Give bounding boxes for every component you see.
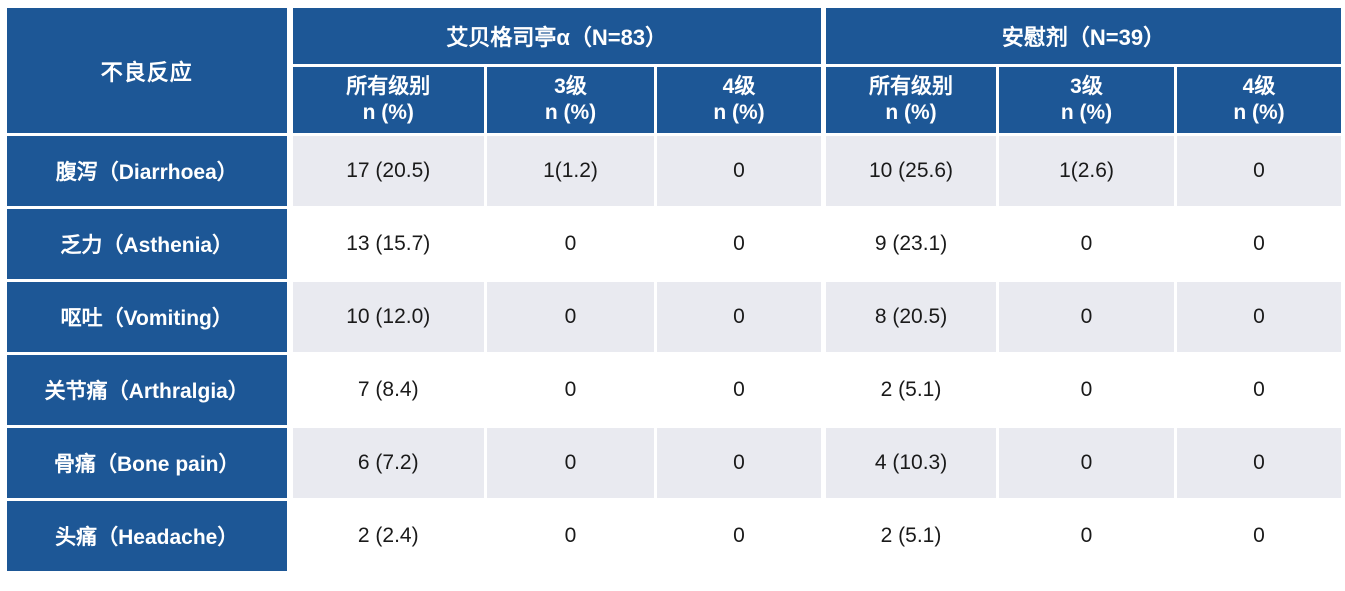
data-cell: 0 [653,206,826,282]
data-cell: 0 [996,352,1178,428]
data-cell: 0 [484,206,657,282]
subheader-line2: n (%) [544,101,597,124]
subheader-line2: n (%) [713,101,765,124]
data-cell: 1(2.6) [996,133,1178,209]
table-row-asthenia: 乏力（Asthenia） 13 (15.7) 0 0 9 (23.1) 0 0 [4,206,1345,282]
data-cell: 0 [1174,352,1345,428]
data-cell: 7 (8.4) [288,352,487,428]
data-cell: 0 [996,498,1178,574]
data-cell: 1(1.2) [484,133,657,209]
table-row-arthralgia: 关节痛（Arthralgia） 7 (8.4) 0 0 2 (5.1) 0 0 [4,352,1345,428]
group-header-treatment: 艾贝格司亭α（N=83） [287,5,826,67]
data-cell: 0 [1174,498,1345,574]
data-cell: 0 [653,352,826,428]
data-cell: 17 (20.5) [288,133,487,209]
data-cell: 0 [484,279,657,355]
data-cell: 0 [1174,425,1345,501]
subheader-grade3-treatment: 3级 n (%) [484,64,657,136]
data-cell: 2 (5.1) [821,352,1000,428]
table-row-bone-pain: 骨痛（Bone pain） 6 (7.2) 0 0 4 (10.3) 0 0 [4,425,1345,501]
subheader-line1: 3级 [1070,74,1103,98]
data-cell: 0 [996,425,1178,501]
subheader-line2: n (%) [362,101,414,124]
corner-header: 不良反应 [4,5,293,136]
data-cell: 0 [1174,133,1345,209]
data-cell: 0 [1174,279,1345,355]
data-cell: 10 (25.6) [821,133,1000,209]
subheader-line1: 所有级别 [346,74,431,98]
data-cell: 13 (15.7) [288,206,487,282]
data-cell: 2 (5.1) [821,498,1000,574]
data-cell: 6 (7.2) [288,425,487,501]
data-cell: 0 [996,206,1178,282]
data-cell: 0 [653,498,826,574]
data-cell: 0 [996,279,1178,355]
data-cell: 0 [484,498,657,574]
data-cell: 0 [484,425,657,501]
table-row-vomiting: 呕吐（Vomiting） 10 (12.0) 0 0 8 (20.5) 0 0 [4,279,1345,355]
adverse-reactions-table: 不良反应 艾贝格司亭α（N=83） 安慰剂（N=39） 所有级别 n (%) 3… [4,5,1345,574]
subheader-all-grades-treatment: 所有级别 n (%) [288,64,487,136]
subheader-line2: n (%) [1060,101,1113,124]
row-label: 呕吐（Vomiting） [4,279,293,355]
data-cell: 0 [653,425,826,501]
data-cell: 10 (12.0) [288,279,487,355]
row-label: 腹泻（Diarrhoea） [4,133,293,209]
row-label: 头痛（Headache） [4,498,293,574]
row-label: 骨痛（Bone pain） [4,425,293,501]
subheader-grade3-placebo: 3级 n (%) [996,64,1178,136]
data-cell: 0 [653,133,826,209]
group-header-placebo: 安慰剂（N=39） [821,5,1345,67]
data-cell: 0 [484,352,657,428]
subheader-grade4-treatment: 4级 n (%) [653,64,826,136]
subheader-grade4-placebo: 4级 n (%) [1174,64,1345,136]
data-cell: 8 (20.5) [821,279,1000,355]
row-label: 关节痛（Arthralgia） [4,352,293,428]
data-cell: 0 [1174,206,1345,282]
subheader-line1: 4级 [722,74,756,98]
subheader-line1: 4级 [1242,74,1276,98]
data-cell: 2 (2.4) [288,498,487,574]
subheader-line1: 所有级别 [869,74,954,98]
subheader-line2: n (%) [885,101,937,124]
data-cell: 9 (23.1) [821,206,1000,282]
table-row-diarrhoea: 腹泻（Diarrhoea） 17 (20.5) 1(1.2) 0 10 (25.… [4,133,1345,209]
subheader-all-grades-placebo: 所有级别 n (%) [821,64,1000,136]
data-cell: 0 [653,279,826,355]
subheader-line1: 3级 [554,74,587,98]
table-row-headache: 头痛（Headache） 2 (2.4) 0 0 2 (5.1) 0 0 [4,498,1345,574]
row-label: 乏力（Asthenia） [4,206,293,282]
data-cell: 4 (10.3) [821,425,1000,501]
subheader-line2: n (%) [1233,101,1285,124]
